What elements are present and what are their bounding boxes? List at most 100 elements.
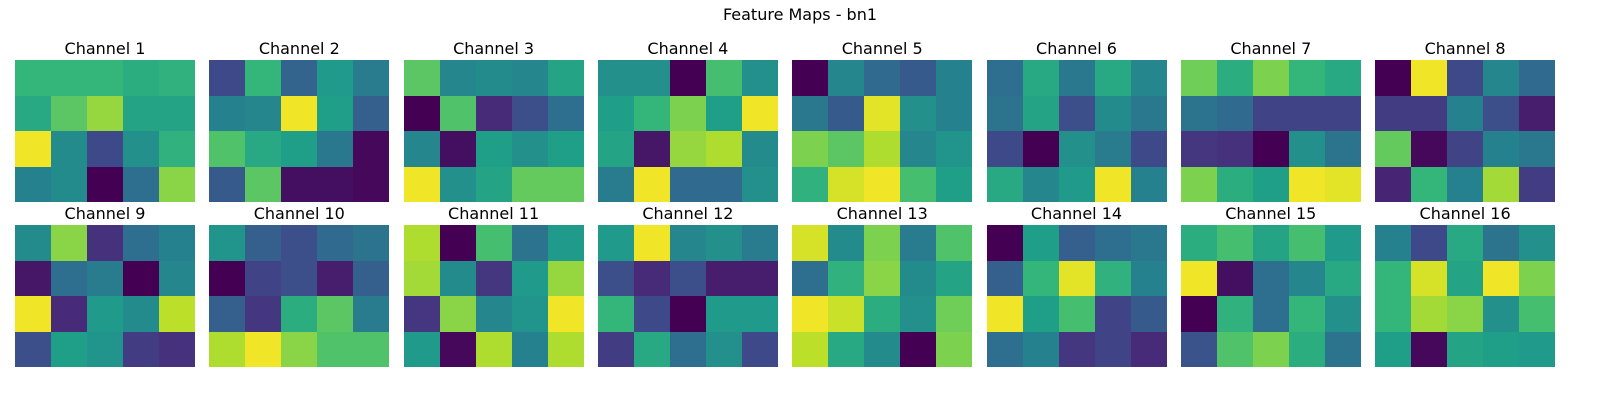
heatmap-cell bbox=[511, 331, 548, 367]
heatmap-cell bbox=[1058, 60, 1095, 96]
heatmap-cell bbox=[123, 166, 159, 202]
channel-panel: Channel 9 bbox=[15, 204, 195, 367]
heatmap-cell bbox=[1252, 225, 1289, 261]
heatmap-cell bbox=[245, 95, 282, 131]
heatmap-cell bbox=[511, 260, 548, 296]
heatmap-cell bbox=[1483, 166, 1520, 202]
heatmap-cell bbox=[1058, 95, 1095, 131]
heatmap-cell bbox=[741, 260, 778, 296]
channel-heatmap bbox=[403, 225, 584, 367]
heatmap-cell bbox=[900, 225, 937, 261]
heatmap-cell bbox=[1519, 166, 1556, 202]
heatmap-cell bbox=[828, 60, 865, 96]
heatmap-cell bbox=[439, 225, 476, 261]
heatmap-cell bbox=[123, 60, 159, 96]
heatmap-cell bbox=[1022, 95, 1059, 131]
heatmap-cell bbox=[1288, 95, 1325, 131]
heatmap-cell bbox=[864, 225, 901, 261]
heatmap-cell bbox=[900, 131, 937, 167]
heatmap-cell bbox=[1094, 166, 1131, 202]
heatmap-cell bbox=[864, 166, 901, 202]
heatmap-cell bbox=[51, 331, 87, 367]
heatmap-cell bbox=[317, 131, 354, 167]
heatmap-cell bbox=[403, 296, 440, 332]
heatmap-cell bbox=[547, 60, 584, 96]
heatmap-cell bbox=[439, 260, 476, 296]
heatmap-cell bbox=[353, 166, 390, 202]
heatmap-cell bbox=[1058, 225, 1095, 261]
heatmap-cell bbox=[936, 331, 973, 367]
heatmap-cell bbox=[1216, 95, 1253, 131]
heatmap-cell bbox=[986, 60, 1023, 96]
heatmap-cell bbox=[1022, 296, 1059, 332]
heatmap-cell bbox=[1180, 60, 1217, 96]
heatmap-cell bbox=[159, 225, 195, 261]
heatmap-cell bbox=[705, 166, 742, 202]
heatmap-cell bbox=[511, 60, 548, 96]
channel-heatmap bbox=[597, 60, 778, 202]
heatmap-cell bbox=[1022, 260, 1059, 296]
heatmap-cell bbox=[511, 166, 548, 202]
heatmap-cell bbox=[1022, 131, 1059, 167]
heatmap-cell bbox=[1375, 131, 1412, 167]
heatmap-cell bbox=[123, 225, 159, 261]
heatmap-cell bbox=[1180, 296, 1217, 332]
heatmap-cell bbox=[986, 166, 1023, 202]
heatmap-cell bbox=[1519, 95, 1556, 131]
heatmap-cell bbox=[123, 95, 159, 131]
heatmap-cell bbox=[353, 296, 390, 332]
heatmap-cell bbox=[1411, 60, 1448, 96]
heatmap-cell bbox=[317, 296, 354, 332]
heatmap-cell bbox=[439, 131, 476, 167]
heatmap-cell bbox=[1022, 166, 1059, 202]
heatmap-cell bbox=[1324, 331, 1361, 367]
heatmap-cell bbox=[281, 95, 318, 131]
heatmap-cell bbox=[900, 95, 937, 131]
channel-title: Channel 4 bbox=[647, 39, 729, 58]
channel-title: Channel 1 bbox=[64, 39, 146, 58]
heatmap-cell bbox=[597, 260, 634, 296]
heatmap-cell bbox=[864, 331, 901, 367]
channel-panel: Channel 16 bbox=[1375, 204, 1556, 367]
heatmap-cell bbox=[87, 331, 123, 367]
heatmap-cell bbox=[87, 296, 123, 332]
heatmap-cell bbox=[1411, 296, 1448, 332]
heatmap-cell bbox=[705, 60, 742, 96]
heatmap-cell bbox=[1130, 95, 1167, 131]
heatmap-cell bbox=[475, 131, 512, 167]
heatmap-cell bbox=[986, 225, 1023, 261]
heatmap-cell bbox=[1022, 60, 1059, 96]
heatmap-cell bbox=[1130, 331, 1167, 367]
heatmap-cell bbox=[741, 131, 778, 167]
heatmap-cell bbox=[633, 166, 670, 202]
channel-heatmap bbox=[1375, 225, 1556, 367]
channel-heatmap bbox=[597, 225, 778, 367]
heatmap-cell bbox=[1375, 95, 1412, 131]
heatmap-cell bbox=[1180, 95, 1217, 131]
heatmap-cell bbox=[1411, 331, 1448, 367]
heatmap-cell bbox=[1324, 260, 1361, 296]
heatmap-cell bbox=[705, 296, 742, 332]
heatmap-cell bbox=[87, 95, 123, 131]
heatmap-cell bbox=[159, 131, 195, 167]
heatmap-cell bbox=[1375, 60, 1412, 96]
heatmap-cell bbox=[828, 260, 865, 296]
heatmap-cell bbox=[705, 131, 742, 167]
channel-panel: Channel 14 bbox=[986, 204, 1167, 367]
heatmap-cell bbox=[511, 131, 548, 167]
heatmap-cell bbox=[439, 60, 476, 96]
heatmap-cell bbox=[209, 95, 246, 131]
heatmap-cell bbox=[1288, 131, 1325, 167]
heatmap-cell bbox=[1288, 331, 1325, 367]
heatmap-cell bbox=[317, 60, 354, 96]
heatmap-cell bbox=[511, 95, 548, 131]
heatmap-cell bbox=[864, 95, 901, 131]
heatmap-cell bbox=[1252, 331, 1289, 367]
heatmap-cell bbox=[123, 260, 159, 296]
heatmap-cell bbox=[741, 166, 778, 202]
heatmap-cell bbox=[209, 331, 246, 367]
channel-title: Channel 9 bbox=[64, 204, 146, 223]
heatmap-cell bbox=[986, 260, 1023, 296]
heatmap-cell bbox=[669, 95, 706, 131]
heatmap-cell bbox=[864, 60, 901, 96]
